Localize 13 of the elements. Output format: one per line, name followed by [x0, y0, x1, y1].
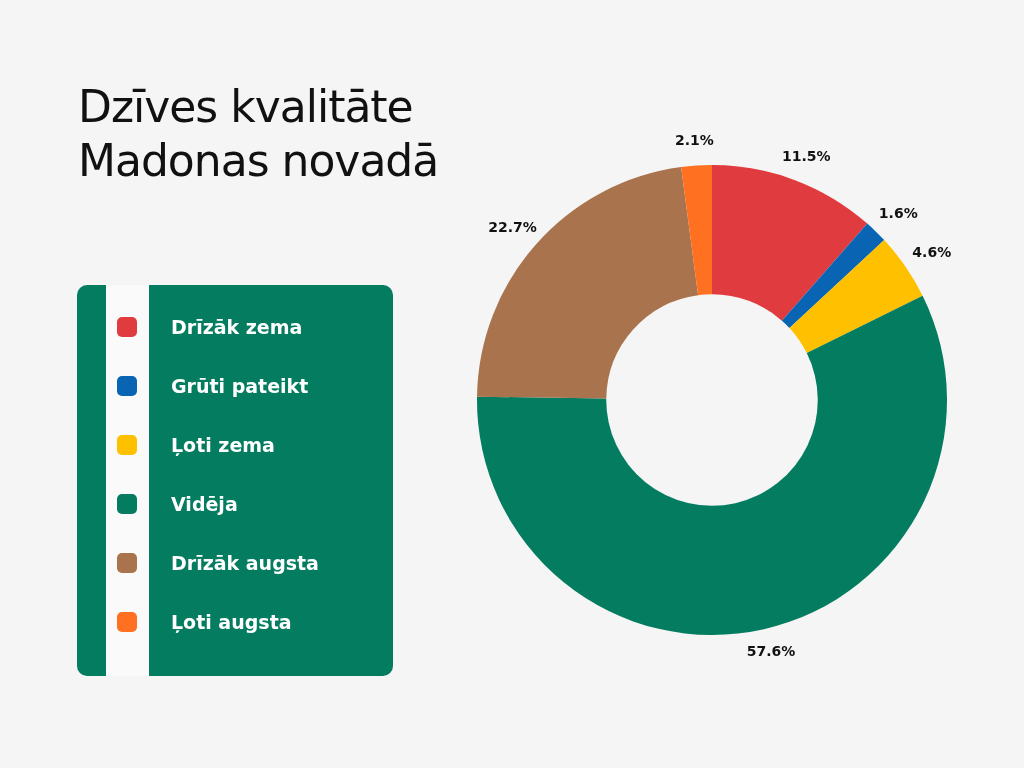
data-label: 57.6% — [746, 643, 796, 660]
chart-title: Dzīves kvalitāte Madonas novadā — [78, 80, 440, 188]
data-label: 1.6% — [878, 205, 918, 222]
data-label: 22.7% — [488, 218, 537, 235]
legend-label: Ļoti zema — [171, 434, 275, 456]
legend-label: Drīzāk augsta — [171, 552, 319, 574]
legend-label: Grūti pateikt — [171, 375, 309, 397]
data-label: 2.1% — [675, 132, 714, 149]
legend-label: Drīzāk zema — [171, 316, 303, 338]
data-label: 4.6% — [912, 243, 952, 260]
legend-label: Ļoti augsta — [171, 611, 292, 633]
data-label: 11.5% — [782, 148, 831, 165]
legend-label: Vidēja — [171, 493, 238, 515]
